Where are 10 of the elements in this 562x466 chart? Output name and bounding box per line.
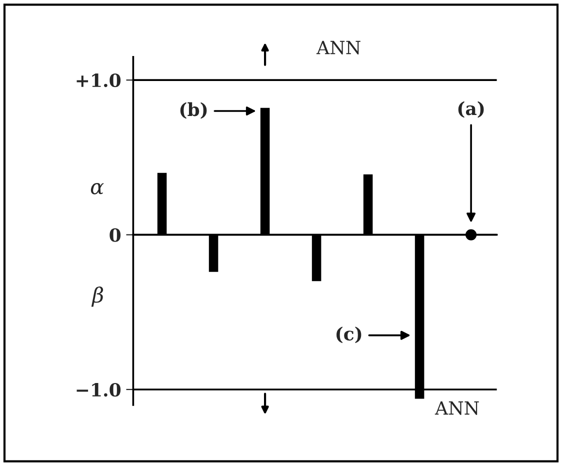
y-tick-label: +1.0	[76, 74, 121, 88]
annotation: ANN	[434, 401, 479, 415]
y-tick-label: −1.0	[76, 382, 121, 397]
text: α	[90, 183, 104, 194]
text: ANN	[316, 40, 360, 54]
annotation: (b)	[180, 102, 207, 119]
text: β	[91, 286, 104, 307]
y-tick-label: 0	[110, 228, 121, 242]
annotation: (a)	[458, 101, 484, 118]
annotation: (c)	[336, 326, 362, 344]
